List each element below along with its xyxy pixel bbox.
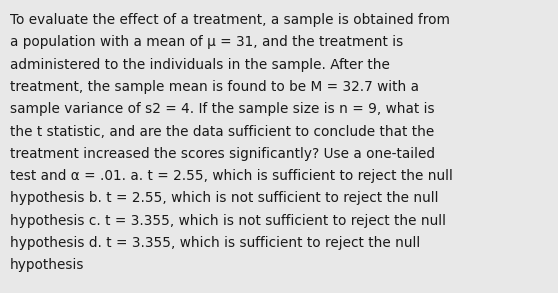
Text: hypothesis: hypothesis: [10, 258, 85, 272]
Text: hypothesis c. t = 3.355, which is not sufficient to reject the null: hypothesis c. t = 3.355, which is not su…: [10, 214, 446, 228]
Text: treatment, the sample mean is found to be M = 32.7 with a: treatment, the sample mean is found to b…: [10, 80, 419, 94]
Text: test and α = .01. a. t = 2.55, which is sufficient to reject the null: test and α = .01. a. t = 2.55, which is …: [10, 169, 453, 183]
Text: hypothesis d. t = 3.355, which is sufficient to reject the null: hypothesis d. t = 3.355, which is suffic…: [10, 236, 420, 250]
Text: To evaluate the effect of a treatment, a sample is obtained from: To evaluate the effect of a treatment, a…: [10, 13, 450, 27]
Text: sample variance of s2 = 4. If the sample size is n = 9, what is: sample variance of s2 = 4. If the sample…: [10, 102, 435, 116]
Text: a population with a mean of μ = 31, and the treatment is: a population with a mean of μ = 31, and …: [10, 35, 403, 50]
Text: administered to the individuals in the sample. After the: administered to the individuals in the s…: [10, 58, 390, 72]
Text: hypothesis b. t = 2.55, which is not sufficient to reject the null: hypothesis b. t = 2.55, which is not suf…: [10, 191, 439, 205]
Text: treatment increased the scores significantly? Use a one-tailed: treatment increased the scores significa…: [10, 147, 435, 161]
Text: the t statistic, and are the data sufficient to conclude that the: the t statistic, and are the data suffic…: [10, 125, 434, 139]
